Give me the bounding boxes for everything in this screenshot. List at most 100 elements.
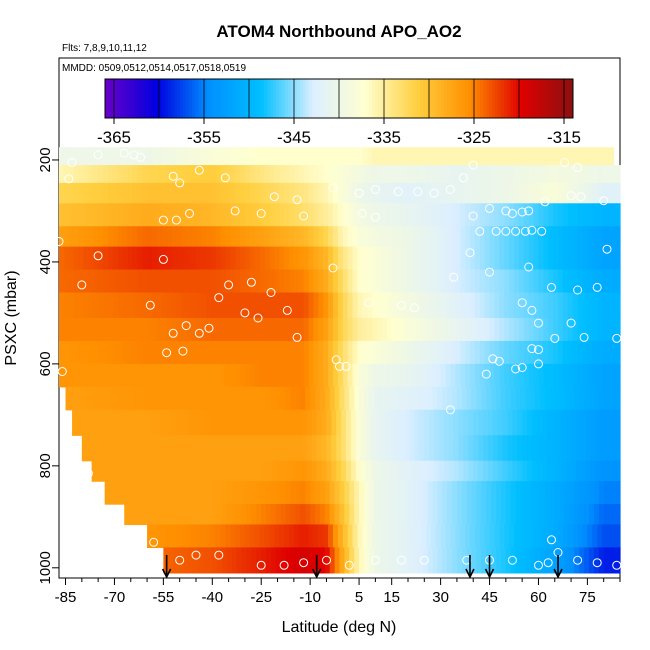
heatmap-cell xyxy=(241,547,248,574)
heatmap-cell xyxy=(271,386,277,411)
sample-point xyxy=(370,555,380,565)
colorbar-swatch xyxy=(384,79,388,118)
colorbar-swatch xyxy=(348,79,352,118)
heatmap-cell xyxy=(215,203,222,227)
heatmap-cell xyxy=(347,340,354,365)
heatmap-cell xyxy=(504,147,510,166)
heatmap-cell xyxy=(491,386,497,411)
heatmap-cell xyxy=(350,409,357,436)
heatmap-cell xyxy=(381,318,388,342)
heatmap-cell xyxy=(494,182,500,204)
heatmap-cell xyxy=(329,547,336,574)
heatmap-cell xyxy=(342,182,349,204)
heatmap-cell xyxy=(533,147,540,166)
heatmap-cell xyxy=(68,226,75,248)
heatmap-cell xyxy=(531,460,538,482)
heatmap-cell xyxy=(484,269,491,294)
heatmap-cell xyxy=(377,203,383,227)
heatmap-cell xyxy=(419,460,425,482)
heatmap-cell xyxy=(567,340,574,365)
heatmap-cell xyxy=(257,409,264,436)
heatmap-cell xyxy=(401,318,407,342)
heatmap-cell xyxy=(380,460,386,482)
heatmap-cell xyxy=(212,504,218,526)
flight-arrow-head xyxy=(161,568,172,579)
heatmap-cell xyxy=(567,292,574,319)
heatmap-cell xyxy=(151,318,158,342)
heatmap-cell xyxy=(484,340,491,365)
heatmap-cell xyxy=(525,504,531,526)
heatmap-cell xyxy=(163,481,169,505)
heatmap-cell xyxy=(269,292,275,319)
sample-point xyxy=(370,185,380,194)
heatmap-cell xyxy=(465,292,471,319)
heatmap-cell xyxy=(244,226,251,248)
heatmap-cell xyxy=(502,409,509,436)
heatmap-cell xyxy=(435,165,442,184)
heatmap-cell xyxy=(469,340,476,365)
heatmap-cell xyxy=(388,481,394,505)
heatmap-cell xyxy=(277,435,284,462)
heatmap-cell xyxy=(323,203,329,227)
heatmap-cell xyxy=(566,460,572,482)
sample-point xyxy=(214,293,224,303)
heatmap-cell xyxy=(562,292,569,319)
sample-point xyxy=(256,209,266,218)
colorbar-swatch xyxy=(537,79,541,118)
heatmap-cell xyxy=(249,203,256,227)
heatmap-cell xyxy=(308,203,314,227)
heatmap-cell xyxy=(103,165,109,184)
heatmap-cell xyxy=(88,165,94,184)
heatmap-cell xyxy=(489,203,496,227)
heatmap-cell xyxy=(140,409,147,436)
heatmap-cell xyxy=(222,547,228,574)
heatmap-cell xyxy=(455,226,461,248)
heatmap-cell xyxy=(271,504,277,526)
heatmap-cell xyxy=(259,269,266,294)
colorbar-swatch xyxy=(207,79,211,118)
heatmap-cell xyxy=(151,182,158,204)
heatmap-cell xyxy=(249,340,256,365)
heatmap-cell xyxy=(98,363,104,388)
sample-point xyxy=(592,558,602,568)
heatmap-cell xyxy=(205,340,212,365)
heatmap-cell xyxy=(390,460,396,482)
heatmap-cell xyxy=(543,182,549,204)
sample-point xyxy=(266,288,276,297)
heatmap-cell xyxy=(290,386,297,411)
heatmap-cell xyxy=(303,165,310,184)
heatmap-cell xyxy=(106,460,112,482)
heatmap-cell xyxy=(559,504,566,526)
heatmap-cell xyxy=(460,318,466,342)
heatmap-cell xyxy=(419,409,425,436)
heatmap-cell xyxy=(522,409,528,436)
heatmap-cell xyxy=(107,292,114,319)
heatmap-cell xyxy=(616,226,621,248)
heatmap-cell xyxy=(445,318,451,342)
heatmap-cell xyxy=(93,340,99,365)
heatmap-cell xyxy=(318,147,324,166)
heatmap-cell xyxy=(212,481,218,505)
colorbar-swatch xyxy=(426,79,430,118)
sample-point xyxy=(185,209,194,218)
heatmap-cell xyxy=(176,292,182,319)
heatmap-cell xyxy=(259,226,266,248)
heatmap-cell xyxy=(357,165,363,184)
heatmap-cell xyxy=(230,182,236,204)
heatmap-cell xyxy=(367,318,373,342)
heatmap-cell xyxy=(535,547,541,574)
heatmap-cell xyxy=(274,340,280,365)
colorbar-swatch xyxy=(144,79,148,118)
heatmap-cell xyxy=(135,409,142,436)
heatmap-cell xyxy=(597,147,603,166)
heatmap-cell xyxy=(192,386,199,411)
heatmap-cell xyxy=(323,292,329,319)
heatmap-cell xyxy=(523,246,530,271)
heatmap-cell xyxy=(616,340,621,365)
heatmap-cell xyxy=(220,340,226,365)
heatmap-cell xyxy=(396,147,403,166)
sample-point xyxy=(322,555,331,565)
heatmap-cell xyxy=(210,203,217,227)
sample-point xyxy=(527,344,537,354)
